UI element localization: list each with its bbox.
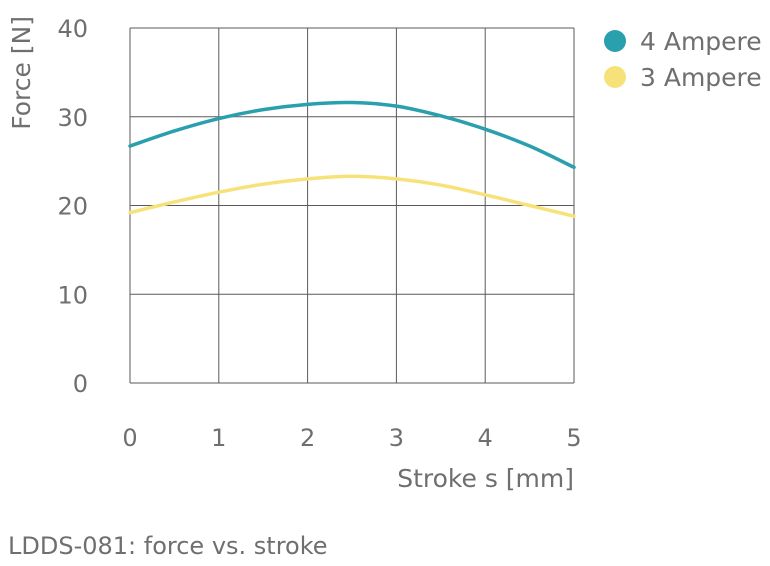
chart-series bbox=[128, 100, 576, 218]
x-tick-label: 3 bbox=[389, 424, 404, 452]
x-tick-labels: 0 1 2 3 4 5 bbox=[122, 424, 581, 452]
legend: 4 Ampere 3 Ampere bbox=[604, 27, 762, 92]
legend-label-1: 4 Ampere bbox=[640, 27, 762, 56]
legend-marker-1 bbox=[604, 30, 626, 52]
x-axis-label: Stroke s [mm] bbox=[397, 464, 574, 493]
series-line-2 bbox=[128, 174, 576, 218]
chart-grid bbox=[129, 27, 575, 384]
legend-marker-2 bbox=[604, 66, 626, 88]
y-tick-label: 40 bbox=[57, 15, 88, 43]
series-line-1 bbox=[128, 100, 576, 170]
y-tick-label: 0 bbox=[73, 370, 88, 398]
y-tick-label: 10 bbox=[57, 281, 88, 309]
y-axis-label: Force [N] bbox=[7, 16, 36, 130]
y-tick-labels: 0 10 20 30 40 bbox=[57, 15, 88, 398]
x-tick-label: 5 bbox=[566, 424, 581, 452]
y-tick-label: 30 bbox=[57, 104, 88, 132]
x-tick-label: 0 bbox=[122, 424, 137, 452]
x-tick-label: 4 bbox=[478, 424, 493, 452]
x-tick-label: 1 bbox=[211, 424, 226, 452]
chart-caption: LDDS-081: force vs. stroke bbox=[8, 532, 328, 560]
y-tick-label: 20 bbox=[57, 193, 88, 221]
legend-label-2: 3 Ampere bbox=[640, 63, 762, 92]
x-tick-label: 2 bbox=[300, 424, 315, 452]
